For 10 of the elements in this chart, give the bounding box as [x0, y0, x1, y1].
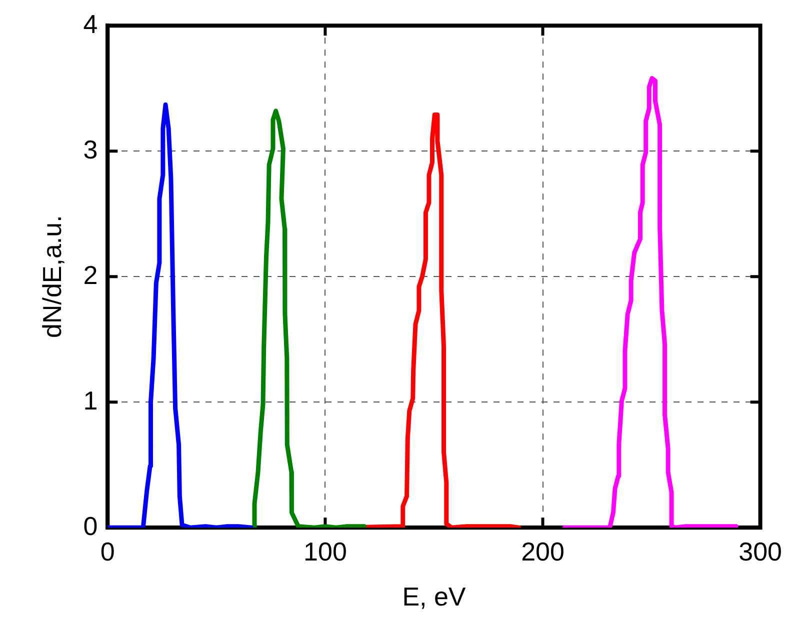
y-tick-label: 2	[83, 260, 98, 290]
y-tick-label: 4	[83, 8, 98, 39]
x-tick-label: 200	[521, 536, 564, 566]
y-tick-label: 1	[83, 385, 98, 416]
x-tick-label: 100	[304, 536, 347, 566]
y-axis-title: dN/dE,a.u.	[36, 215, 67, 338]
y-tick-label: 3	[83, 134, 98, 164]
x-tick-label: 300	[738, 536, 782, 566]
x-axis-title: E, eV	[402, 582, 466, 612]
y-tick-label: 0	[83, 510, 98, 541]
